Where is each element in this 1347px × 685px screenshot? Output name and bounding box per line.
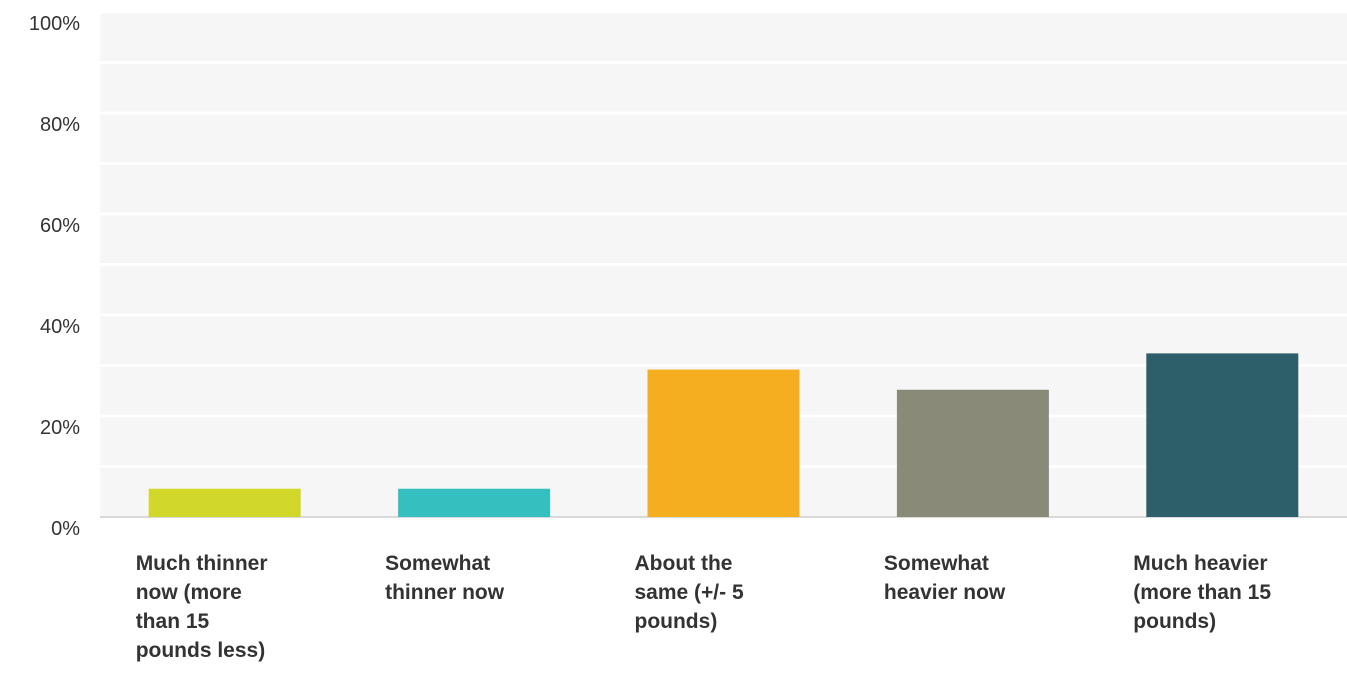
bar <box>896 389 1049 517</box>
bar <box>1146 353 1299 517</box>
y-tick-label: 0% <box>51 518 80 540</box>
bar <box>647 369 800 517</box>
y-tick-label: 20% <box>40 417 80 439</box>
y-tick-label: 60% <box>40 215 80 237</box>
y-axis-ticks: 0% 20% 40% 60% 80% 100% <box>29 13 80 540</box>
y-tick-label: 100% <box>29 13 80 35</box>
x-tick-label: Somewhat heavier now <box>883 552 1006 604</box>
y-tick-label: 80% <box>40 114 80 136</box>
bar <box>398 488 551 517</box>
x-tick-label: Somewhat thinner now <box>385 552 505 604</box>
bar <box>148 488 301 517</box>
y-tick-label: 40% <box>40 316 80 338</box>
x-tick-label: About the same (+/- 5 pounds) <box>634 552 744 633</box>
bars <box>148 353 1299 517</box>
x-tick-label: Much thinner now (more than 15 pounds le… <box>135 552 268 662</box>
x-tick-label: Much heavier (more than 15 pounds) <box>1133 552 1271 633</box>
